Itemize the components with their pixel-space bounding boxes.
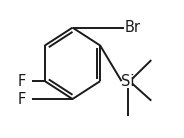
Text: F: F (17, 74, 25, 89)
Text: Si: Si (121, 74, 135, 89)
Text: F: F (17, 91, 25, 107)
Text: Br: Br (124, 20, 140, 35)
